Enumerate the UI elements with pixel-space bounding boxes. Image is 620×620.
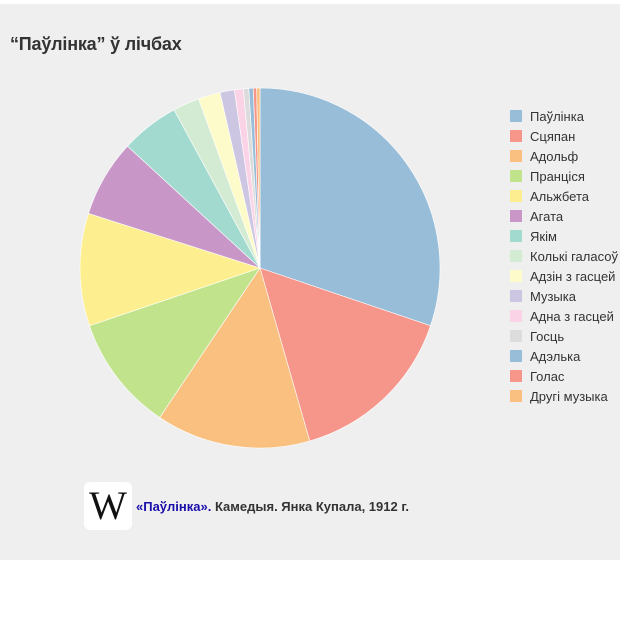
- legend-swatch: [510, 230, 522, 242]
- legend-label: Адна з гасцей: [530, 308, 614, 324]
- legend-swatch: [510, 170, 522, 182]
- legend-label: Адольф: [530, 148, 579, 164]
- legend-item: Другі музыка: [510, 386, 618, 406]
- source-description: Камедыя. Янка Купала, 1912 г.: [211, 498, 410, 514]
- legend-label: Голас: [530, 368, 565, 384]
- legend-item: Колькі галасоў: [510, 246, 618, 266]
- legend-item: Адэлька: [510, 346, 618, 366]
- legend-item: Музыка: [510, 286, 618, 306]
- legend-swatch: [510, 210, 522, 222]
- legend-swatch: [510, 370, 522, 382]
- pie-slice-3: [159, 267, 311, 449]
- legend-item: Агата: [510, 206, 618, 226]
- legend-item: Голас: [510, 366, 618, 386]
- legend-label: Другі музыка: [530, 388, 608, 404]
- wikipedia-logo-icon: W: [84, 482, 132, 530]
- pie-slice-1: [259, 87, 441, 327]
- legend-label: Колькі галасоў: [530, 248, 618, 264]
- pie-slice-5: [79, 213, 261, 327]
- legend-swatch: [510, 330, 522, 342]
- pie-slice-4: [89, 267, 261, 418]
- pie-slice-15: [256, 87, 261, 269]
- legend-swatch: [510, 250, 522, 262]
- legend-item: Госць: [510, 326, 618, 346]
- legend-swatch: [510, 150, 522, 162]
- legend-label: Сцяпан: [530, 128, 576, 144]
- source-caption: W «Паўлінка». Камедыя. Янка Купала, 1912…: [84, 482, 409, 530]
- legend-swatch: [510, 350, 522, 362]
- legend-item: Якім: [510, 226, 618, 246]
- legend-item: Адольф: [510, 146, 618, 166]
- legend-label: Адэлька: [530, 348, 581, 364]
- legend-item: Адзін з гасцей: [510, 266, 618, 286]
- chart-title: “Паўлінка” ў лічбах: [10, 34, 182, 54]
- legend-swatch: [510, 270, 522, 282]
- legend-label: Пранціся: [530, 168, 585, 184]
- chart-legend: Паўлінка Сцяпан Адольф Пранціся Альжбета Агат…: [510, 106, 618, 406]
- pie-slice-2: [259, 267, 431, 442]
- legend-label: Госць: [530, 328, 565, 344]
- legend-swatch: [510, 310, 522, 322]
- legend-swatch: [510, 390, 522, 402]
- legend-swatch: [510, 130, 522, 142]
- legend-item: Альжбета: [510, 186, 618, 206]
- legend-item: Паўлінка: [510, 106, 618, 126]
- legend-swatch: [510, 190, 522, 202]
- legend-item: Пранціся: [510, 166, 618, 186]
- legend-item: Адна з гасцей: [510, 306, 618, 326]
- legend-label: Адзін з гасцей: [530, 268, 616, 284]
- legend-label: Агата: [530, 208, 564, 224]
- source-link[interactable]: «Паўлінка».: [136, 498, 212, 514]
- legend-label: Альжбета: [530, 188, 590, 204]
- legend-swatch: [510, 110, 522, 122]
- legend-label: Якім: [530, 228, 557, 244]
- source-text: «Паўлінка». Камедыя. Янка Купала, 1912 г…: [136, 499, 409, 514]
- legend-label: Паўлінка: [530, 108, 584, 124]
- legend-label: Музыка: [530, 288, 576, 304]
- legend-swatch: [510, 290, 522, 302]
- legend-item: Сцяпан: [510, 126, 618, 146]
